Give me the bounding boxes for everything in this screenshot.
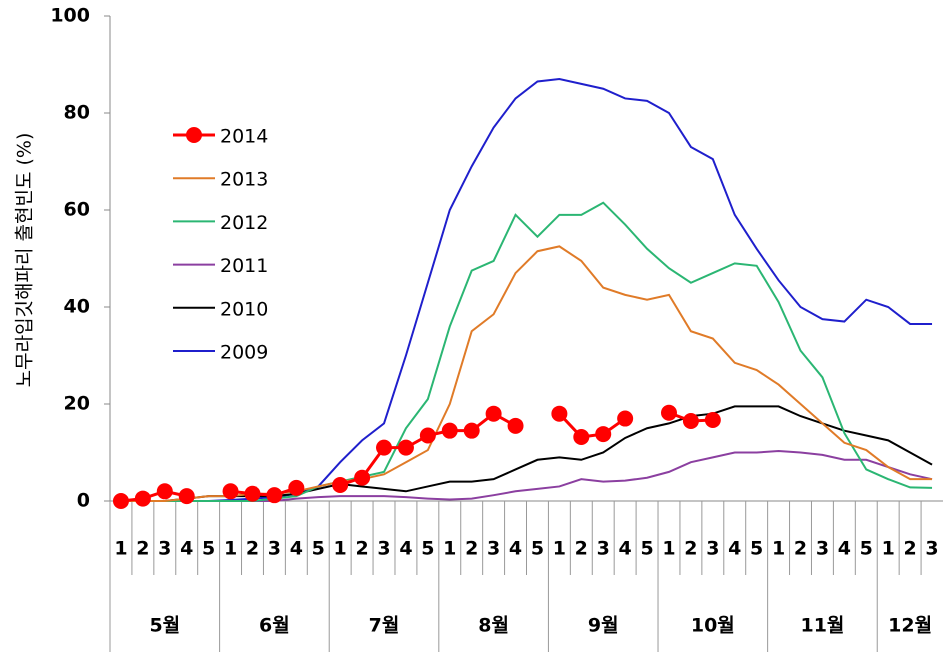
x-tick-label: 1 [114,538,127,560]
x-tick-label: 3 [377,538,390,560]
series-marker [397,439,414,456]
y-tick-label: 40 [64,296,90,318]
series-marker [660,404,677,421]
legend-label: 2013 [220,169,268,191]
y-axis-label: 노무라입깃해파리 출현빈도 (%) [14,133,36,388]
series-marker [332,476,349,493]
x-group-label: 7월 [369,615,400,637]
x-group-label: 9월 [588,615,619,637]
y-tick-label: 0 [77,490,90,512]
x-tick-label: 1 [882,538,895,560]
series-marker [222,483,239,500]
series-marker [112,493,129,509]
x-tick-label: 2 [904,538,917,560]
y-tick-label: 80 [64,102,90,124]
series-marker [419,427,436,444]
series-marker [178,488,195,505]
legend-label: 2010 [220,298,268,320]
x-tick-label: 5 [860,538,873,560]
x-tick-label: 1 [224,538,237,560]
x-tick-label: 5 [640,538,653,560]
x-tick-label: 4 [509,538,522,560]
x-tick-label: 4 [290,538,303,560]
x-tick-label: 2 [794,538,807,560]
x-tick-label: 4 [180,538,193,560]
legend-label: 2012 [220,212,268,234]
x-tick-label: 4 [838,538,851,560]
x-tick-label: 3 [268,538,281,560]
x-tick-label: 2 [246,538,259,560]
series-marker [354,469,371,486]
x-group-label: 5월 [149,615,180,637]
x-tick-label: 1 [553,538,566,560]
x-tick-label: 3 [597,538,610,560]
x-tick-label: 2 [575,538,588,560]
x-tick-label: 5 [202,538,215,560]
x-group-label: 6월 [259,615,290,637]
series-marker [704,412,721,429]
y-tick-label: 60 [64,199,90,221]
series-line [230,486,297,497]
x-tick-label: 3 [158,538,171,560]
x-tick-label: 2 [136,538,149,560]
x-group-label: 8월 [478,615,509,637]
x-tick-label: 3 [706,538,719,560]
x-tick-label: 2 [355,538,368,560]
series-marker [485,405,502,422]
legend-label: 2014 [220,126,268,148]
x-tick-label: 4 [399,538,412,560]
series-line [120,489,188,503]
series-marker [682,412,699,429]
x-tick-label: 2 [684,538,697,560]
series-marker [288,479,305,496]
series-marker [463,422,480,439]
x-group-label: 10월 [691,615,735,637]
series-marker [266,487,283,504]
series-marker [244,485,261,502]
x-tick-label: 2 [465,538,478,560]
series-marker [507,417,524,434]
x-tick-label: 1 [443,538,456,560]
x-group-label: 12월 [888,615,932,637]
series-line [558,412,627,439]
x-tick-label: 4 [728,538,741,560]
series-marker [134,490,151,507]
x-tick-label: 3 [816,538,829,560]
x-tick-label: 1 [334,538,347,560]
series-marker [595,426,612,443]
x-group-label: 11월 [800,615,844,637]
x-tick-label: 5 [312,538,325,560]
series-marker [441,422,458,439]
x-tick-label: 5 [421,538,434,560]
series-marker [156,483,173,500]
x-tick-label: 5 [531,538,544,560]
legend-label: 2009 [220,342,268,364]
series-marker [573,428,590,445]
series-marker [617,410,634,427]
series-marker [376,439,393,456]
series-line [120,245,933,502]
x-tick-label: 4 [619,538,632,560]
y-tick-label: 100 [50,5,90,27]
legend-marker [186,127,202,143]
x-tick-label: 1 [772,538,785,560]
y-tick-label: 20 [64,393,90,415]
x-tick-label: 1 [662,538,675,560]
legend-label: 2011 [220,255,268,277]
x-tick-label: 3 [487,538,500,560]
series-marker [551,405,568,422]
x-tick-label: 3 [925,538,938,560]
x-tick-label: 5 [750,538,763,560]
